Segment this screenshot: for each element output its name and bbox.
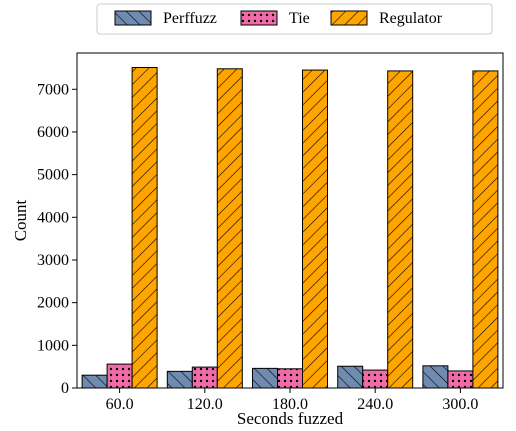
y-axis-ticks: 0 1000 2000 3000 4000 5000 6000 7000	[37, 81, 77, 397]
legend-label: Tie	[289, 10, 310, 27]
bar-tie-180.0	[278, 369, 303, 388]
legend-label: Perffuzz	[163, 10, 217, 27]
y-tick-label: 2000	[37, 295, 69, 312]
bar-regulator-240.0	[388, 71, 413, 388]
x-tick-label: 300.0	[442, 396, 478, 413]
x-tick-label: 60.0	[106, 396, 134, 413]
legend-item-tie: Tie	[241, 10, 310, 27]
bar-perffuzz-300.0	[423, 366, 448, 388]
y-axis-label: Count	[11, 199, 30, 241]
x-tick-label: 240.0	[357, 396, 393, 413]
y-tick-label: 5000	[37, 167, 69, 184]
y-tick-label: 7000	[37, 81, 69, 98]
bar-perffuzz-120.0	[167, 371, 192, 388]
bar-regulator-300.0	[473, 71, 498, 388]
legend-item-regulator: Regulator	[331, 10, 443, 27]
x-axis-label: Seconds fuzzed	[237, 409, 344, 428]
y-tick-label: 0	[61, 380, 69, 397]
y-tick-label: 6000	[37, 124, 69, 141]
legend: Perffuzz Tie Regulator	[97, 4, 492, 34]
legend-label: Regulator	[379, 10, 443, 27]
y-tick-label: 4000	[37, 209, 69, 226]
bar-tie-120.0	[192, 367, 217, 388]
bar-regulator-60.0	[132, 68, 157, 388]
x-tick-label: 120.0	[187, 396, 223, 413]
y-tick-label: 1000	[37, 337, 69, 354]
bar-perffuzz-60.0	[82, 375, 107, 388]
bar-regulator-180.0	[303, 70, 328, 388]
bar-perffuzz-240.0	[338, 366, 363, 388]
bar-tie-60.0	[107, 364, 132, 388]
y-tick-label: 3000	[37, 252, 69, 269]
legend-item-perffuzz: Perffuzz	[115, 10, 217, 27]
bar-perffuzz-180.0	[253, 368, 278, 388]
bar-tie-240.0	[363, 370, 388, 388]
bar-regulator-120.0	[217, 69, 242, 388]
bars	[82, 68, 498, 388]
bar-tie-300.0	[448, 371, 473, 388]
